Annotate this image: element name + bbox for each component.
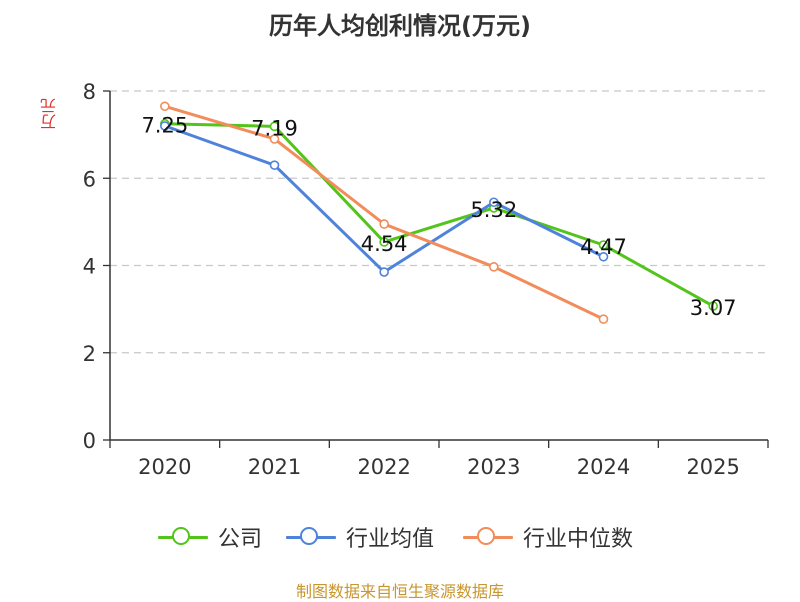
series-2-point-2023 (489, 262, 499, 272)
legend-marker-industry-mean (286, 520, 336, 554)
data-label-2021: 7.19 (251, 116, 298, 140)
series-1-point-2024 (598, 251, 609, 262)
series-line-2 (164, 104, 605, 321)
axis-layer: 0 2 4 6 8 2020 2021 2022 2023 2024 2025 (83, 80, 769, 479)
series-1-point-2020 (160, 121, 170, 131)
legend-ring-industry-median (477, 527, 495, 545)
series-0-point-2021 (269, 121, 280, 132)
y-tick-label-4: 4 (83, 255, 96, 279)
series-0-point-2024 (598, 240, 609, 250)
chart-title: 历年人均创利情况(万元) (269, 12, 531, 40)
series-0-point-2025 (708, 301, 718, 311)
y-tick-label-8: 8 (83, 80, 96, 104)
legend-item-industry-mean[interactable]: 行业均值 (286, 520, 434, 554)
data-label-2023: 5.32 (470, 198, 517, 222)
y-tick-label-0: 0 (83, 429, 96, 453)
data-label-2022: 4.54 (361, 232, 408, 256)
legend-marker-company (158, 520, 208, 554)
legend-label-company: 公司 (218, 527, 263, 552)
legend-label-industry-median: 行业中位数 (523, 527, 634, 552)
series-1-point-2022 (379, 267, 389, 277)
legend-label-industry-mean: 行业均值 (346, 527, 435, 552)
series-line-0 (164, 122, 714, 308)
legend-marker-industry-median (463, 520, 513, 554)
x-tick-label-2025: 2025 (686, 455, 739, 479)
series-2-point-2021 (269, 134, 280, 144)
legend-ring-company (172, 527, 190, 545)
series-2-point-2020 (160, 101, 170, 112)
series-0-point-2022 (379, 237, 389, 247)
legend-item-industry-median[interactable]: 行业中位数 (463, 520, 633, 554)
series-2-point-2024 (598, 314, 609, 324)
data-label-2020: 7.25 (141, 114, 188, 138)
legend-ring-industry-mean (300, 527, 318, 545)
x-tick-label-2022: 2022 (357, 455, 410, 479)
series-layer (160, 101, 718, 324)
x-tick-label-2023: 2023 (467, 455, 520, 479)
source-note: 制图数据来自恒生聚源数据库 (295, 582, 504, 601)
series-2-point-2022 (379, 219, 389, 229)
data-label-2025: 3.07 (690, 296, 737, 320)
grid-layer (110, 90, 768, 354)
series-1-point-2021 (269, 160, 280, 170)
data-label-2024: 4.47 (580, 235, 627, 259)
x-tick-label-2020: 2020 (138, 455, 191, 479)
x-tick-label-2021: 2021 (248, 455, 301, 479)
data-label-layer: 7.25 7.19 4.54 5.32 4.47 3.07 (141, 114, 736, 320)
y-tick-label-6: 6 (83, 167, 96, 191)
y-tick-label-2: 2 (83, 342, 96, 366)
legend-item-company[interactable]: 公司 (158, 520, 262, 554)
series-1-point-2023 (489, 197, 499, 208)
legend: 公司 行业均值 行业中位数 (0, 520, 800, 554)
x-tick-label-2024: 2024 (577, 455, 630, 479)
